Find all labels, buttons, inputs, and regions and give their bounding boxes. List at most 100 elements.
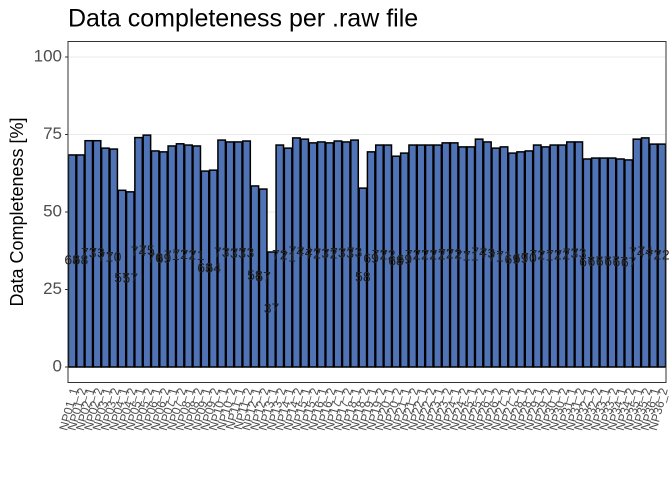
- bar: [100, 147, 110, 368]
- bar: [590, 157, 600, 368]
- bar: [325, 142, 335, 368]
- bar: [632, 138, 642, 368]
- bar: [109, 148, 119, 368]
- bar: [333, 140, 343, 368]
- bar: [84, 139, 94, 368]
- bar: [441, 142, 451, 368]
- value-label: 72: [380, 247, 396, 263]
- value-label: 68: [388, 252, 404, 268]
- y-tick-label: 25: [43, 279, 62, 298]
- value-label: 73: [239, 245, 255, 261]
- bar: [466, 146, 476, 368]
- bar: [300, 138, 310, 368]
- value-label: 72: [529, 247, 545, 263]
- bar: [192, 145, 202, 368]
- value-label: 72: [372, 247, 388, 263]
- bar: [507, 152, 517, 368]
- bar: [92, 139, 102, 368]
- bar: [416, 144, 426, 368]
- value-label: 58: [355, 268, 371, 284]
- bar: [383, 144, 393, 368]
- bar: [374, 144, 384, 368]
- bar: [565, 141, 575, 368]
- bar: [615, 158, 625, 368]
- bar: [134, 136, 144, 368]
- value-label: 67: [613, 254, 629, 270]
- bar: [200, 170, 210, 368]
- bar: [308, 142, 318, 368]
- value-label: 72: [322, 246, 338, 262]
- bar: [499, 146, 509, 368]
- value-label: 72: [422, 247, 438, 263]
- bar: [524, 150, 534, 368]
- bar: [283, 147, 293, 368]
- value-label: 73: [347, 244, 363, 260]
- bar: [125, 191, 135, 368]
- value-label: 73: [214, 244, 230, 260]
- bar: [607, 157, 617, 368]
- bar: [225, 141, 235, 368]
- bar: [599, 157, 609, 368]
- value-label: 57: [123, 270, 139, 286]
- bar: [266, 251, 276, 368]
- value-label: 64: [206, 259, 222, 275]
- value-label: 68: [73, 252, 89, 268]
- bar: [516, 151, 526, 368]
- value-label: 71: [455, 248, 471, 264]
- bar: [640, 137, 650, 368]
- bar: [183, 144, 193, 368]
- bar: [549, 144, 559, 368]
- value-label: 73: [563, 245, 579, 261]
- bar: [150, 150, 160, 368]
- value-label: 72: [405, 247, 421, 263]
- value-label: 72: [546, 247, 562, 263]
- bar: [358, 187, 368, 368]
- bar: [142, 134, 152, 368]
- value-label: 69: [513, 250, 529, 266]
- value-label: 74: [637, 243, 653, 259]
- bar: [159, 151, 169, 368]
- panel-border: [67, 41, 667, 383]
- value-label: 72: [446, 246, 462, 262]
- value-label: 69: [363, 250, 379, 266]
- bar: [366, 151, 376, 368]
- bar: [408, 144, 418, 368]
- value-label: 58: [247, 267, 263, 283]
- value-label: 72: [172, 246, 188, 262]
- value-label: 67: [621, 254, 637, 270]
- bar: [582, 158, 592, 368]
- bar: [242, 140, 252, 368]
- bar: [541, 146, 551, 368]
- bar: [491, 147, 501, 368]
- chart-title: Data completeness per .raw file: [68, 5, 418, 33]
- value-label: 71: [496, 248, 512, 264]
- bar: [275, 144, 285, 368]
- bar: [482, 141, 492, 368]
- value-label: 57: [255, 269, 271, 285]
- bar: [474, 138, 484, 368]
- y-tick-label: 75: [43, 124, 62, 143]
- bar: [458, 146, 468, 368]
- value-label: 67: [579, 254, 595, 270]
- value-label: 71: [164, 247, 180, 263]
- bar: [624, 159, 634, 368]
- bar: [175, 143, 185, 368]
- bar: [449, 142, 459, 368]
- value-label: 73: [89, 245, 105, 261]
- bar: [350, 139, 360, 368]
- bar: [391, 155, 401, 368]
- value-label: 71: [189, 247, 205, 263]
- value-label: 72: [430, 247, 446, 263]
- bar: [316, 141, 326, 368]
- value-label: 74: [289, 243, 305, 259]
- bar: [258, 188, 268, 368]
- bar: [75, 154, 85, 368]
- bar: [291, 137, 301, 368]
- bar: [208, 169, 218, 368]
- value-label: 72: [305, 246, 321, 262]
- value-label: 72: [181, 247, 197, 263]
- y-axis-label: Data Completeness [%]: [7, 117, 27, 306]
- value-label: 71: [488, 248, 504, 264]
- value-label: 73: [81, 245, 97, 261]
- value-label: 72: [646, 246, 662, 262]
